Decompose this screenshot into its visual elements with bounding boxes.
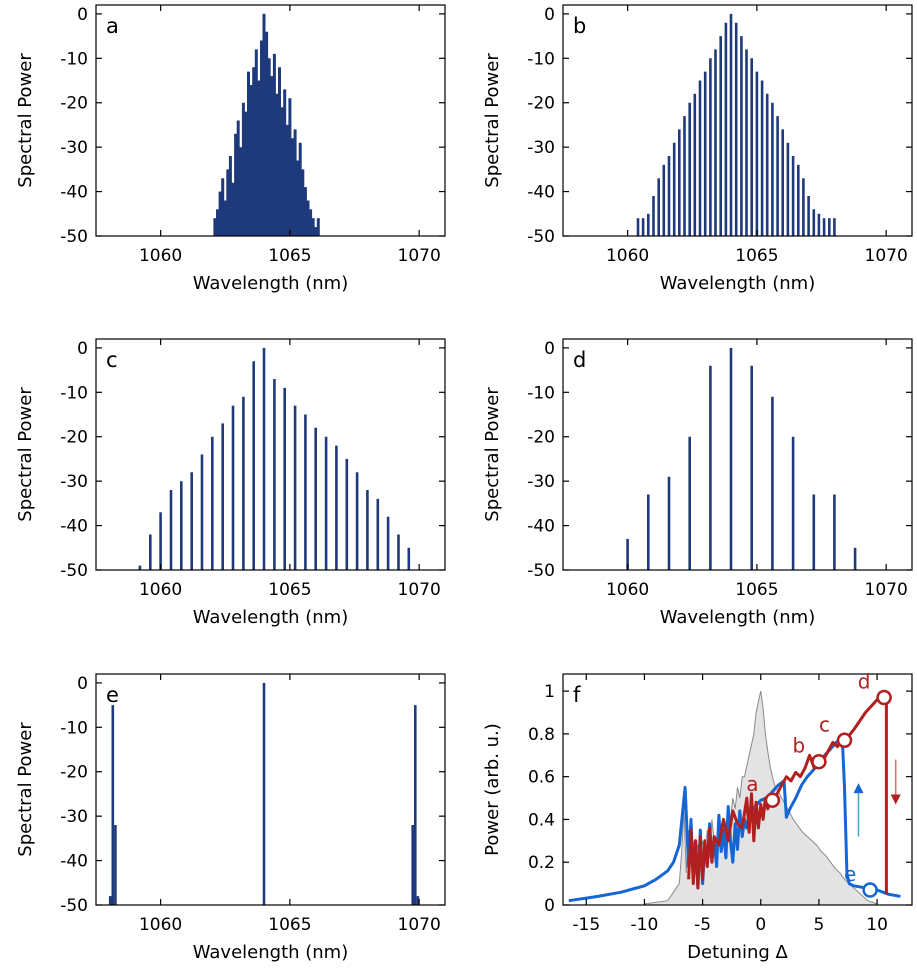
panel-f-annotation-a: a — [746, 772, 758, 796]
panel-c-ytick-label-5: -50 — [60, 561, 88, 581]
panel-a-xlabel: Wavelength (nm) — [193, 273, 349, 294]
panel-f-xtick-label-2: -5 — [694, 915, 711, 935]
panel-a-letter: a — [106, 14, 119, 38]
panel-d-ytick-label-0: 0 — [544, 339, 555, 359]
panel-e-xtick-label-2: 1070 — [398, 915, 441, 935]
panel-d-ytick-label-5: -50 — [527, 561, 555, 581]
panel-c-ylabel: Spectral Power — [15, 387, 36, 522]
panel-a-ytick-label-2: -20 — [60, 94, 88, 114]
panel-c-xtick-label-2: 1070 — [398, 580, 441, 600]
panel-a-ytick-label-5: -50 — [60, 227, 88, 247]
panel-e-ytick-label-5: -50 — [60, 896, 88, 916]
panel-f-xtick-label-1: -10 — [631, 915, 659, 935]
panel-c-ytick-label-4: -40 — [60, 517, 88, 537]
panel-d-xlabel: Wavelength (nm) — [660, 607, 816, 628]
panel-f-marker-e — [862, 882, 878, 898]
panel-e-ytick-label-4: -40 — [60, 852, 88, 872]
panel-d-ytick-label-1: -10 — [527, 383, 555, 403]
panel-b-xtick-label-1: 1065 — [735, 246, 778, 266]
panel-e-ylabel: Spectral Power — [15, 722, 36, 857]
panel-e-ytick-label-0: 0 — [77, 674, 88, 694]
panel-e-letter: e — [106, 683, 119, 707]
panel-e-frame — [95, 673, 446, 906]
panel-f-ytick-label-2: 0.4 — [528, 810, 555, 830]
panel-f-annotation-c: c — [819, 712, 830, 736]
panel-f-marker-a — [764, 792, 781, 808]
panel-b-ytick-label-3: -30 — [527, 138, 555, 158]
panel-c-xtick-label-0: 1060 — [139, 580, 182, 600]
panel-c-xlabel: Wavelength (nm) — [193, 607, 349, 628]
panel-c-letter: c — [106, 348, 118, 372]
panel-b-letter: b — [573, 14, 586, 38]
panel-a-ytick-label-3: -30 — [60, 138, 88, 158]
panel-b-ylabel: Spectral Power — [482, 53, 503, 188]
panel-e-ytick-label-2: -20 — [60, 763, 88, 783]
panel-f-frame — [562, 673, 913, 906]
panel-f-background-spectrum — [643, 690, 878, 906]
panel-f-ytick-label-5: 1 — [544, 682, 555, 702]
panel-f-ytick-label-4: 0.8 — [528, 725, 555, 745]
panel-f-marker-b — [811, 753, 827, 770]
panel-b-ytick-label-4: -40 — [527, 183, 555, 203]
panel-b-ytick-label-5: -50 — [527, 227, 555, 247]
panel-e-xtick-label-1: 1065 — [268, 915, 311, 935]
panel-e-ytick-label-3: -30 — [60, 807, 88, 827]
panel-a-xtick-label-2: 1070 — [398, 246, 441, 266]
panel-f-ytick-label-1: 0.2 — [528, 853, 555, 873]
panel-b-ytick-label-1: -10 — [527, 49, 555, 69]
panel-a-xtick-label-1: 1065 — [268, 246, 311, 266]
panel-b-xtick-label-2: 1070 — [865, 246, 908, 266]
panel-f-xtick-label-0: -15 — [572, 915, 600, 935]
panel-b-ytick-label-2: -20 — [527, 94, 555, 114]
panel-b-xlabel: Wavelength (nm) — [660, 273, 816, 294]
panel-a-frame — [95, 4, 446, 237]
panel-d-frame — [562, 338, 913, 571]
panel-e-xtick-label-0: 1060 — [139, 915, 182, 935]
panel-b-ytick-label-0: 0 — [544, 5, 555, 25]
panel-f-ytick-label-0: 0 — [544, 896, 555, 916]
panel-b-xtick-label-0: 1060 — [606, 246, 649, 266]
panel-f-annotation-e: e — [844, 862, 856, 886]
panel-f-xtick-label-3: 0 — [755, 915, 766, 935]
panel-f-marker-d — [876, 689, 892, 706]
panel-f-xtick-label-5: 10 — [866, 915, 888, 935]
panel-c-ytick-label-3: -30 — [60, 472, 88, 492]
panel-f-annotation-b: b — [793, 734, 806, 758]
panel-d-ytick-label-2: -20 — [527, 428, 555, 448]
panel-d-xtick-label-0: 1060 — [606, 580, 649, 600]
panel-c-xtick-label-1: 1065 — [268, 580, 311, 600]
panel-a-xtick-label-0: 1060 — [139, 246, 182, 266]
panel-a-ytick-label-1: -10 — [60, 49, 88, 69]
panel-d-ytick-label-3: -30 — [527, 472, 555, 492]
panel-f-ylabel: Power (arb. u.) — [482, 723, 503, 856]
panel-f-letter: f — [573, 683, 581, 707]
panel-d-xtick-label-1: 1065 — [735, 580, 778, 600]
panel-c-ytick-label-0: 0 — [77, 339, 88, 359]
panel-f-backward-arrow-head — [890, 794, 901, 805]
panel-a-ylabel: Spectral Power — [15, 53, 36, 188]
panel-f-marker-c — [836, 732, 853, 749]
panel-d-ylabel: Spectral Power — [482, 387, 503, 522]
panel-a-ytick-label-0: 0 — [77, 5, 88, 25]
panel-f-annotation-d: d — [858, 670, 871, 694]
panel-d-letter: d — [573, 348, 586, 372]
panel-e-xlabel: Wavelength (nm) — [193, 942, 349, 963]
panel-c-ytick-label-1: -10 — [60, 383, 88, 403]
panel-f-xtick-label-4: 5 — [814, 915, 825, 935]
panel-f-xlabel: Detuning Δ — [687, 942, 788, 963]
panel-e-ytick-label-1: -10 — [60, 718, 88, 738]
panel-d-ytick-label-4: -40 — [527, 517, 555, 537]
panel-c-frame — [95, 338, 446, 571]
panel-a-ytick-label-4: -40 — [60, 183, 88, 203]
panel-b-frame — [562, 4, 913, 237]
panel-d-xtick-label-2: 1070 — [865, 580, 908, 600]
panel-f-ytick-label-3: 0.6 — [528, 768, 555, 788]
panel-c-ytick-label-2: -20 — [60, 428, 88, 448]
panel-f-forward-arrow-head — [853, 783, 864, 794]
